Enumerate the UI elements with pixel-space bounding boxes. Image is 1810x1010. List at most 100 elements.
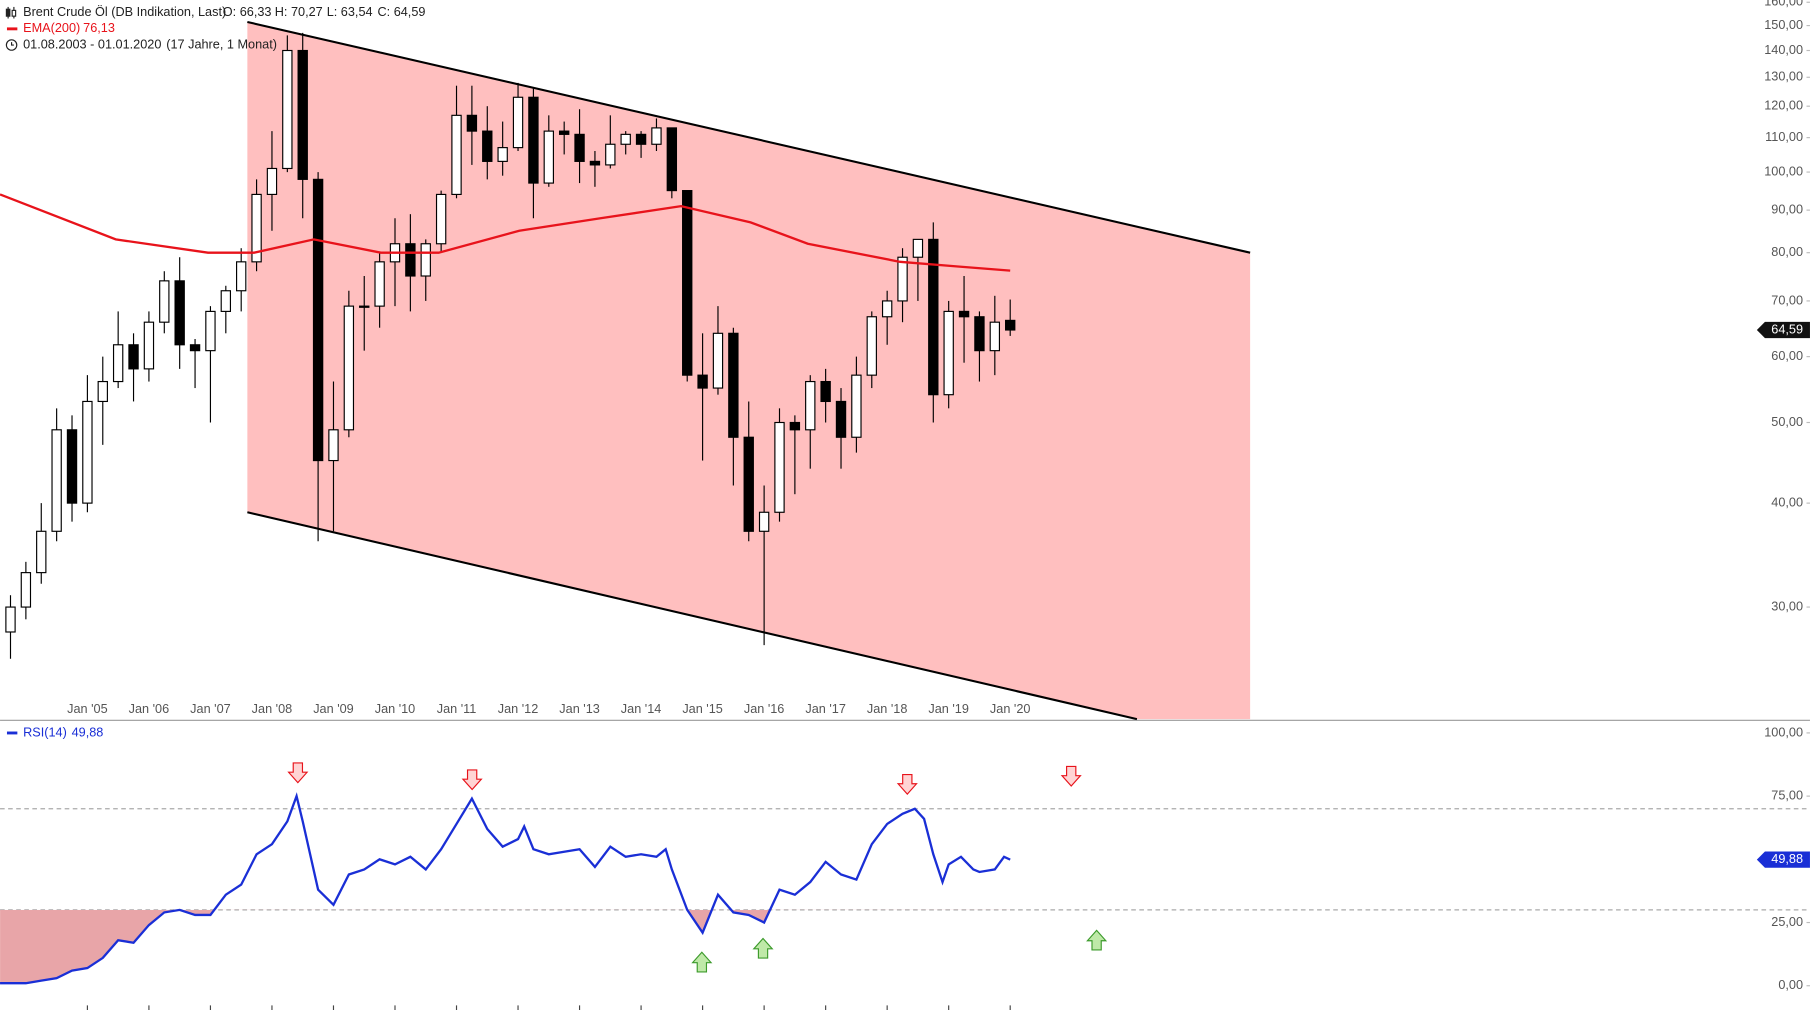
candle-body xyxy=(174,280,185,346)
x-tick-label: Jan '14 xyxy=(621,702,662,716)
x-tick-label: Jan '08 xyxy=(252,702,293,716)
ema-line xyxy=(0,193,1011,272)
candle-body xyxy=(820,380,831,403)
candle-body xyxy=(66,429,78,504)
candle-body xyxy=(620,133,631,145)
x-tick-label: Jan '19 xyxy=(928,702,969,716)
close-label: C: 64,59 xyxy=(377,5,425,19)
y-tick-label: 110,00 xyxy=(1765,130,1803,144)
candle-body xyxy=(897,256,908,302)
y-tick-label: 80,00 xyxy=(1771,245,1803,259)
candle-body xyxy=(1005,319,1016,331)
candle-body xyxy=(543,130,554,184)
candle-body xyxy=(435,193,447,245)
x-tick-label: Jan '11 xyxy=(437,702,477,716)
candle-body xyxy=(835,400,847,438)
candle-body xyxy=(805,380,816,431)
candle-body xyxy=(97,380,108,403)
open-label: O: 66,33 xyxy=(223,5,272,19)
candle-body xyxy=(266,167,278,195)
candle-body xyxy=(343,305,355,431)
candle-body xyxy=(466,114,478,132)
y-tick-label: 60,00 xyxy=(1771,349,1803,363)
buy-arrow xyxy=(752,937,774,959)
header: Brent Crude Öl (DB Indikation, Last) O: … xyxy=(5,5,425,739)
x-tick-label: Jan '06 xyxy=(129,702,170,716)
candle-body xyxy=(112,344,124,383)
high-label: H: 70,27 xyxy=(275,5,323,19)
oversold-area xyxy=(0,909,771,984)
y-tick-label: 50,00 xyxy=(1771,415,1803,429)
background-layer xyxy=(247,21,1251,720)
clock-icon xyxy=(5,39,18,51)
candle-body xyxy=(774,421,785,513)
candle-body xyxy=(405,243,416,277)
candle-body xyxy=(866,316,877,376)
channel-line xyxy=(247,20,1251,254)
candle-body xyxy=(943,310,954,396)
x-tick-label: Jan '20 xyxy=(990,702,1031,716)
candle-body xyxy=(605,143,616,166)
candle-body xyxy=(451,114,462,195)
signal-arrows xyxy=(287,762,1108,973)
x-tick-label: Jan '13 xyxy=(559,702,600,716)
ema-legend-name: EMA(200) xyxy=(23,21,80,35)
candle-body xyxy=(851,374,862,438)
y-tick-label: 160,00 xyxy=(1764,0,1803,9)
candle-body xyxy=(297,49,308,180)
candle-body xyxy=(697,374,708,389)
candle-body xyxy=(712,332,724,389)
candle-body xyxy=(728,332,739,438)
rsi-legend-value: 49,88 xyxy=(72,725,104,739)
y-tick-label: 120,00 xyxy=(1764,99,1803,113)
candle-body xyxy=(958,310,970,318)
candle-body xyxy=(682,190,693,376)
candle-body xyxy=(758,511,770,532)
rsi-tick-label: 100,00 xyxy=(1764,725,1803,739)
channel-line xyxy=(247,511,1138,721)
y-tick-label: 100,00 xyxy=(1764,164,1803,178)
candle-body xyxy=(328,429,339,462)
candle-body xyxy=(220,290,232,312)
period: (17 Jahre, 1 Monat) xyxy=(166,37,277,51)
x-tick-label: Jan '07 xyxy=(190,702,231,716)
candle-body xyxy=(282,49,293,170)
buy-arrow xyxy=(1086,929,1108,951)
candle-body xyxy=(128,344,139,370)
y-tick-label: 150,00 xyxy=(1764,18,1803,32)
candle-body xyxy=(205,310,216,352)
rsi-tick-label: 0,00 xyxy=(1778,978,1803,992)
x-tick-label: Jan '10 xyxy=(375,702,416,716)
candle-body xyxy=(143,321,155,370)
y-tick-label: 90,00 xyxy=(1771,202,1803,216)
candle-body xyxy=(159,280,170,323)
rsi-line xyxy=(0,792,1011,985)
x-tick-label: Jan '17 xyxy=(805,702,846,716)
candle-body xyxy=(82,400,93,504)
candle-body xyxy=(589,160,601,166)
candle-body xyxy=(512,96,524,149)
candle-body xyxy=(189,344,201,352)
last-price-label: 64,59 xyxy=(1771,322,1803,336)
last-price-badge xyxy=(1756,321,1810,339)
candle-body xyxy=(912,238,924,258)
y-tick-label: 140,00 xyxy=(1764,43,1803,57)
rsi-legend-name: RSI(14) xyxy=(23,725,67,739)
y-tick-label: 130,00 xyxy=(1764,70,1803,84)
x-tick-label: Jan '16 xyxy=(744,702,785,716)
sell-arrow xyxy=(287,762,309,784)
y-tick-label: 70,00 xyxy=(1771,293,1803,307)
candle-body xyxy=(374,261,385,307)
buy-arrows xyxy=(691,929,1108,973)
rsi-value-badge xyxy=(1756,851,1810,868)
candle-body xyxy=(881,300,893,318)
candle-icon xyxy=(5,6,17,19)
candle-body xyxy=(359,305,370,308)
buy-arrow xyxy=(691,951,713,973)
candle-body xyxy=(312,178,324,462)
ema-legend-value: 76,13 xyxy=(83,21,115,35)
candle-body xyxy=(5,606,16,633)
sell-arrow xyxy=(896,773,918,796)
